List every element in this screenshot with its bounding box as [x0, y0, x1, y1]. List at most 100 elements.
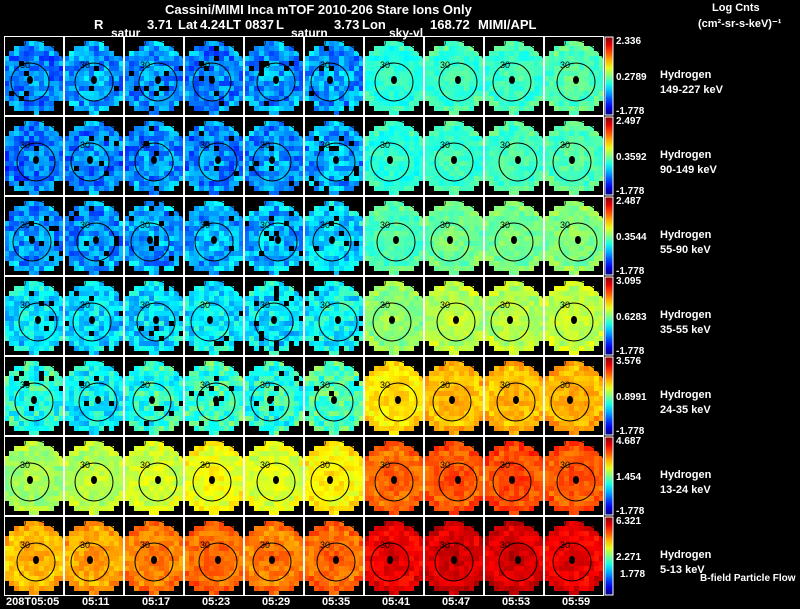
contour-60 [4, 199, 64, 276]
contour-label-30: 30 [320, 460, 330, 470]
contour-60 [124, 519, 184, 596]
label-L: L [276, 17, 284, 32]
panel-r3-c1: 30 60 [64, 276, 124, 356]
panel-r6-c0: 30 60 [4, 516, 64, 596]
contour-label-60: 60 [316, 518, 326, 528]
time-tick-label: 05:35 [322, 596, 351, 608]
panel-frame [364, 516, 424, 596]
panel-r4-c1: 30 60 [64, 356, 124, 436]
contour-30 [194, 222, 234, 262]
contour-60 [124, 359, 184, 436]
panel-frame [124, 436, 184, 516]
contour-30 [10, 462, 50, 502]
contour-label-60: 60 [136, 198, 146, 208]
panel-r0-c2: 30 60 [124, 36, 184, 116]
contour-30 [70, 142, 110, 182]
contour-label-30: 30 [500, 540, 510, 550]
panel-frame [544, 276, 604, 356]
contour-30 [310, 462, 350, 502]
colorbar-0 [604, 36, 614, 116]
contour-30 [372, 302, 412, 342]
contour-30 [376, 222, 416, 262]
panel-r5-c4: 30 60 [244, 436, 304, 516]
panel-r2-c6: 30 60 [364, 196, 424, 276]
contour-label-60: 60 [556, 518, 566, 528]
colorbar-min-label: -1.778 [616, 346, 645, 357]
colorbar-2 [604, 196, 614, 276]
contour-label-30: 30 [320, 140, 330, 150]
panel-frame [184, 196, 244, 276]
saturn-marker-icon [155, 76, 161, 84]
panel-r4-c3: 30 60 [184, 356, 244, 436]
contour-60 [124, 199, 184, 276]
panel-r5-c5: 30 60 [304, 436, 364, 516]
contour-label-30: 30 [260, 540, 270, 550]
contour-60 [304, 39, 364, 116]
contour-30 [316, 542, 356, 582]
contour-label-60: 60 [316, 118, 326, 128]
panel-r2-c7: 30 60 [424, 196, 484, 276]
panel-frame [4, 36, 64, 116]
label-lat: Lat [178, 17, 198, 32]
contour-label-30: 30 [440, 140, 450, 150]
panel-frame [364, 116, 424, 196]
contour-30 [558, 222, 598, 262]
panel-frame [364, 276, 424, 356]
contour-label-60: 60 [16, 118, 26, 128]
saturn-marker-icon [449, 396, 455, 404]
contour-60 [424, 439, 484, 516]
saturn-marker-icon [327, 476, 333, 484]
saturn-marker-icon [393, 236, 399, 244]
contour-label-30: 30 [80, 380, 90, 390]
contour-label-60: 60 [76, 278, 86, 288]
saturn-marker-icon [387, 156, 393, 164]
contour-label-60: 60 [316, 438, 326, 448]
panel-r0-c8: 30 60 [484, 36, 544, 116]
contour-30 [498, 142, 538, 182]
label-lon: Lon [362, 17, 386, 32]
contour-label-60: 60 [16, 38, 26, 48]
contour-60 [364, 519, 424, 596]
panel-r2-c3: 30 60 [184, 196, 244, 276]
contour-label-30: 30 [500, 220, 510, 230]
panel-r4-c7: 30 60 [424, 356, 484, 436]
contour-30 [252, 542, 292, 582]
contour-label-30: 30 [20, 540, 30, 550]
contour-60 [124, 39, 184, 116]
contour-60 [184, 39, 244, 116]
contour-label-30: 30 [140, 380, 150, 390]
contour-label-30: 30 [140, 140, 150, 150]
contour-label-30: 30 [20, 140, 30, 150]
contour-label-60: 60 [496, 198, 506, 208]
contour-30 [556, 62, 596, 102]
contour-label-30: 30 [200, 140, 210, 150]
panel-r3-c3: 30 60 [184, 276, 244, 356]
saturn-marker-icon [29, 236, 35, 244]
contour-label-30: 30 [200, 300, 210, 310]
time-tick-label: 05:11 [82, 596, 110, 608]
contour-60 [184, 199, 244, 276]
contour-30 [496, 382, 536, 422]
contour-label-60: 60 [136, 438, 146, 448]
contour-60 [244, 199, 304, 276]
contour-label-60: 60 [436, 518, 446, 528]
colorbar-max-label: 2.487 [616, 196, 642, 207]
saturn-marker-icon [211, 236, 217, 244]
contour-label-60: 60 [16, 438, 26, 448]
contour-60 [64, 439, 124, 516]
contour-60 [544, 199, 604, 276]
contour-60 [184, 279, 244, 356]
colorbar-min-label: 1.778 [620, 569, 646, 580]
contour-label-30: 30 [560, 60, 570, 70]
contour-30 [432, 382, 472, 422]
contour-label-30: 30 [80, 300, 90, 310]
contour-label-30: 30 [440, 460, 450, 470]
footer-note: B-field Particle Flow [700, 573, 796, 584]
contour-60 [544, 359, 604, 436]
saturn-marker-icon [395, 396, 401, 404]
contour-60 [424, 39, 484, 116]
saturn-marker-icon [455, 476, 461, 484]
contour-30 [490, 302, 530, 342]
contour-label-60: 60 [136, 118, 146, 128]
contour-60 [544, 39, 604, 116]
